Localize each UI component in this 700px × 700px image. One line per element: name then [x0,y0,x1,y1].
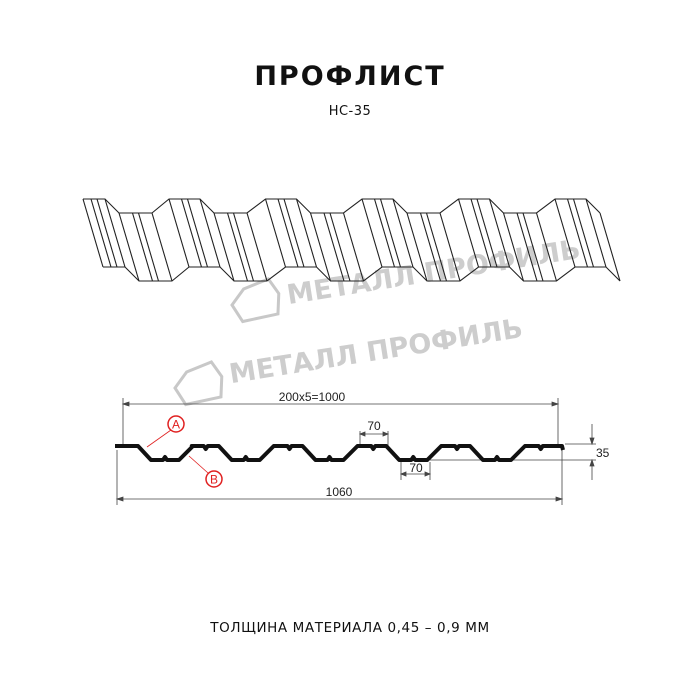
marker-b-label: B [210,473,218,487]
dim-height-arrows [589,437,595,467]
sheet-rib-line [90,198,112,268]
sheet-fold-line [488,198,511,268]
watermark-logo-icon [230,277,281,324]
sheet-rib-line [470,198,492,268]
sheet-fold-line [82,198,104,268]
sheet-rib-line [283,198,305,268]
dim-bottom-arrows [399,471,432,477]
sheet-fold-line [342,212,365,282]
watermark-text: МЕТАЛЛ ПРОФИЛЬ [227,313,525,390]
sheet-fold-line [213,212,235,282]
marker-b: B [188,455,223,488]
sheet-fold-line [554,198,576,268]
sheet-fold-line [439,212,461,282]
sheet-rib-line [516,212,538,282]
sheet-rib-line [566,198,589,268]
sheet-rib-line [277,198,299,268]
dim-top-width-label: 70 [367,419,381,433]
sheet-rib-line [180,198,203,268]
sheet-fold-line [104,198,126,268]
marker-a-label: A [172,418,180,432]
dim-total-width-label: 1060 [326,485,353,499]
page-title: ПРОФЛИСТ [254,61,446,92]
dim-height-label: 35 [596,446,610,460]
watermark-text: МЕТАЛЛ ПРОФИЛЬ [285,234,583,311]
sheet-fold-line [535,212,558,282]
sheet-rib-line [226,212,249,282]
sheet-fold-line [246,212,268,282]
dim-1060-arrows [115,496,564,502]
sheet-fold-line [151,212,173,282]
sheet-rib-line [131,212,154,282]
sheet-rib-line [476,198,498,268]
sheet-fold-line [309,212,332,282]
sheet-rib-line [522,212,544,282]
dim-pitch-label: 200x5=1000 [279,390,346,404]
sheet-fold-line [295,198,318,268]
sheet-rib-line [425,212,448,282]
sheet-rib-line [186,198,209,268]
sheet-fold-line [599,212,621,282]
sheet-fold-line [406,212,428,282]
sheet-rib-line [419,212,442,282]
marker-a: A [146,415,185,448]
sheet-rib-line [379,198,402,268]
sheet-fold-line [585,198,607,268]
material-thickness: ТОЛЩИНА МАТЕРИАЛА 0,45 – 0,9 ММ [210,620,490,636]
dim-bottom-width-label: 70 [409,461,423,475]
sheet-fold-line [361,198,383,268]
sheet-3d-view [82,198,621,282]
profile-cross-section [115,444,565,462]
model-label: НС-35 [328,104,372,119]
sheet-fold-line [392,198,414,268]
sheet-fold-line [199,198,221,268]
sheet-fold-line [457,198,480,268]
watermark-logo-icon [173,360,224,407]
sheet-fold-line [118,212,140,282]
sheet-rib-line [373,198,396,268]
watermark-lower: МЕТАЛЛ ПРОФИЛЬ [173,313,525,407]
sheet-rib-line [572,198,595,268]
sheet-rib-line [232,212,255,282]
sheet-fold-line [264,198,287,268]
sheet-fold-line [502,212,525,282]
dim-top-arrows [358,431,390,437]
sheet-rib-line [137,212,160,282]
sheet-fold-line [168,198,190,268]
sheet-rib-line [96,198,118,268]
dim-1000-arrows [121,401,560,407]
sheet-rib-line [329,212,351,282]
sheet-rib-line [323,212,345,282]
sheet-top-edge [83,198,601,214]
